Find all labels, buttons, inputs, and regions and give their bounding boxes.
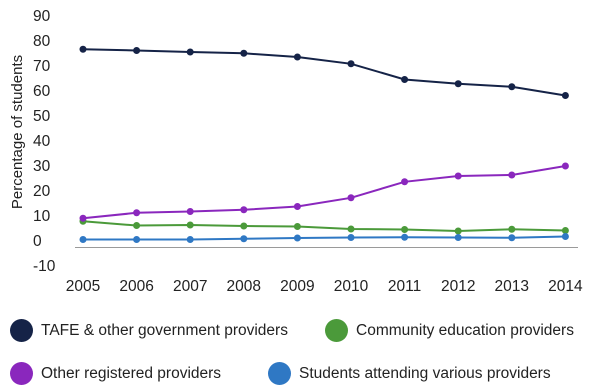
data-point [347, 225, 355, 233]
data-point [401, 178, 409, 186]
data-point [186, 208, 194, 215]
data-point [133, 47, 141, 54]
x-tick-label: 2005 [66, 278, 100, 295]
legend-dot-various [268, 362, 291, 385]
data-point [508, 234, 516, 242]
data-point [454, 172, 462, 180]
legend-item-community[interactable]: Community education providers [325, 319, 574, 342]
data-point [454, 227, 462, 235]
x-tick-label: 2010 [334, 278, 369, 295]
data-point [186, 221, 194, 229]
data-point [454, 234, 462, 241]
legend-item-various[interactable]: Students attending various providers [268, 362, 551, 385]
data-point [293, 53, 301, 61]
data-point [508, 83, 516, 91]
y-tick-label: 90 [33, 8, 51, 25]
data-point [508, 225, 516, 233]
legend-item-other-registered[interactable]: Other registered providers [10, 362, 221, 385]
data-point [240, 206, 248, 214]
y-axis-label: Percentage of students [9, 55, 26, 209]
data-point [401, 226, 409, 233]
y-tick-label: 20 [33, 183, 51, 200]
data-point [133, 209, 141, 217]
data-point [508, 171, 516, 179]
series-line [82, 165, 566, 220]
y-tick-label: -10 [33, 258, 56, 275]
x-tick-label: 2011 [388, 278, 421, 295]
legend-label-tafe: TAFE & other government providers [41, 321, 288, 339]
data-point [561, 233, 569, 240]
data-point [240, 235, 248, 243]
legend-label-community: Community education providers [356, 321, 574, 339]
y-tick-label: 50 [33, 108, 51, 125]
data-point [401, 76, 409, 83]
data-point [293, 223, 301, 230]
data-point [347, 234, 355, 241]
legend: TAFE & other government providers Commun… [0, 305, 612, 388]
series-line [82, 48, 566, 97]
x-tick-label: 2013 [495, 278, 529, 295]
data-point [347, 60, 355, 68]
data-point [79, 236, 87, 243]
data-point [293, 234, 301, 242]
data-point [186, 236, 194, 243]
data-point [454, 80, 462, 88]
y-tick-label: 80 [33, 33, 51, 50]
legend-item-tafe[interactable]: TAFE & other government providers [10, 319, 288, 342]
data-point [79, 214, 87, 222]
legend-label-other-registered: Other registered providers [41, 364, 222, 382]
y-tick-label: 10 [33, 208, 51, 225]
data-point [79, 45, 87, 53]
legend-dot-other-registered [10, 362, 33, 385]
line-chart-plot: Percentage of students 90807060504030201… [9, 8, 583, 295]
x-tick-label: 2009 [280, 278, 314, 295]
data-point [561, 227, 569, 234]
y-tick-label: 30 [33, 158, 51, 175]
y-tick-label: 70 [33, 58, 51, 75]
y-tick-label: 60 [33, 83, 51, 100]
x-tick-label: 2014 [548, 278, 583, 295]
series-lines [79, 45, 569, 243]
data-point [293, 203, 301, 210]
x-tick-label: 2007 [173, 278, 207, 295]
data-point [186, 48, 194, 56]
data-point [133, 236, 141, 243]
data-point [347, 194, 355, 202]
series-line [82, 220, 566, 233]
data-point [240, 222, 248, 230]
x-tick-label: 2006 [119, 278, 153, 295]
series-line [83, 235, 566, 241]
x-tick-label: 2012 [441, 278, 475, 295]
legend-dot-community [325, 319, 348, 342]
data-point [561, 162, 569, 170]
data-point [561, 92, 569, 99]
legend-label-various: Students attending various providers [299, 364, 551, 382]
legend-dot-tafe [10, 319, 33, 342]
data-point [240, 49, 248, 57]
x-tick-label: 2008 [227, 278, 261, 295]
y-tick-label: 40 [33, 133, 51, 150]
y-tick-label: 0 [33, 233, 42, 250]
data-point [401, 233, 409, 241]
data-point [133, 222, 141, 229]
